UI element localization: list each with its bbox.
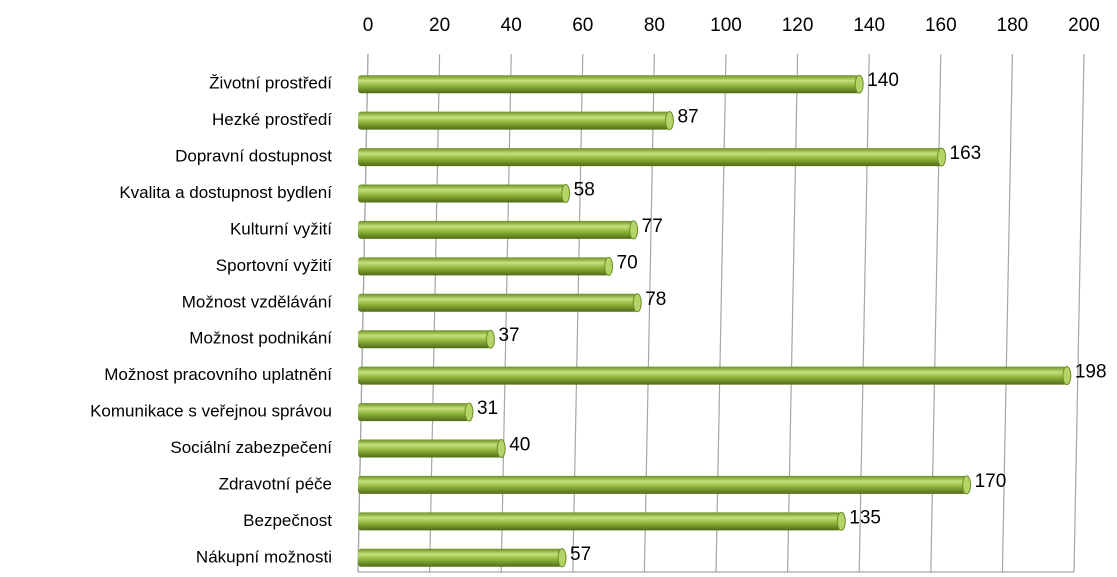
grid-line — [500, 53, 512, 573]
bar-cap — [629, 220, 639, 240]
y-tick-label: Sociální zabezpečení — [170, 438, 332, 457]
data-label: 140 — [867, 70, 899, 91]
x-tick-label: 180 — [997, 15, 1029, 36]
y-tick-label: Nákupní možnosti — [196, 547, 332, 566]
grid-line — [930, 53, 942, 573]
bar — [358, 512, 842, 531]
grid-line — [1001, 53, 1013, 573]
data-label: 31 — [477, 398, 498, 419]
bar — [358, 75, 860, 94]
bar-cap — [937, 147, 947, 167]
bar-cap — [664, 111, 674, 131]
y-tick-label: Komunikace s veřejnou správou — [90, 402, 332, 421]
x-tick-label: 100 — [710, 15, 742, 36]
data-label: 77 — [642, 216, 663, 237]
bar — [358, 475, 967, 494]
bar-cap — [496, 439, 506, 458]
bar — [358, 293, 638, 312]
y-tick-label: Hezké prostředí — [212, 110, 332, 129]
bar — [358, 220, 634, 239]
bar-cap — [557, 548, 567, 568]
x-tick-label: 20 — [429, 15, 450, 36]
data-label: 198 — [1075, 362, 1107, 383]
y-tick-label: Bezpečnost — [243, 511, 332, 530]
data-label: 37 — [498, 325, 519, 346]
bar-cap — [632, 293, 642, 313]
grid-line — [858, 53, 870, 573]
bar — [358, 148, 942, 167]
bar — [358, 257, 609, 276]
bar — [358, 111, 670, 130]
bar — [358, 366, 1067, 385]
data-label: 170 — [975, 471, 1007, 492]
y-tick-label: Možnost pracovního uplatnění — [104, 365, 332, 384]
data-label: 163 — [950, 143, 982, 164]
bar — [358, 403, 469, 422]
grid-line — [643, 53, 655, 573]
y-tick-label: Kvalita a dostupnost bydlení — [119, 183, 332, 202]
data-label: 58 — [574, 180, 595, 201]
bar-cap — [464, 402, 474, 422]
y-tick-label: Možnost podnikání — [189, 329, 332, 348]
data-label: 70 — [617, 252, 638, 273]
data-label: 87 — [677, 107, 698, 128]
bar-cap — [836, 511, 846, 531]
bar-cap — [485, 329, 495, 349]
y-tick-label: Sportovní vyžití — [216, 256, 332, 275]
y-tick-label: Možnost vzdělávání — [182, 292, 333, 311]
x-tick-label: 80 — [644, 15, 665, 36]
bar-cap — [962, 475, 972, 495]
grid-line — [429, 53, 441, 573]
bar-cap — [1062, 366, 1072, 386]
bar — [358, 439, 502, 458]
x-tick-label: 0 — [363, 15, 374, 36]
data-label: 135 — [849, 507, 881, 528]
y-tick-label: Kulturní vyžití — [230, 219, 332, 238]
grid-line — [572, 53, 584, 573]
grid-line — [1073, 53, 1085, 573]
bar — [358, 548, 563, 567]
bar-cap — [854, 74, 864, 94]
x-tick-label: 160 — [925, 15, 957, 36]
x-tick-label: 140 — [853, 15, 885, 36]
y-tick-label: Dopravní dostupnost — [175, 147, 332, 166]
bar-cap — [561, 184, 571, 203]
bar-cap — [604, 256, 614, 276]
grid-line — [715, 53, 727, 573]
x-tick-label: 40 — [501, 15, 522, 36]
data-label: 57 — [570, 544, 591, 565]
data-label: 78 — [645, 289, 666, 310]
y-tick-label: Zdravotní péče — [219, 474, 332, 493]
x-tick-label: 60 — [572, 15, 593, 36]
x-tick-label: 120 — [782, 15, 814, 36]
data-label: 40 — [509, 435, 530, 456]
grid-line — [357, 53, 369, 573]
bar — [358, 330, 491, 349]
bar — [358, 184, 566, 203]
y-tick-label: Životní prostředí — [209, 74, 332, 93]
grid-line — [787, 53, 799, 573]
x-tick-label: 200 — [1068, 15, 1100, 36]
